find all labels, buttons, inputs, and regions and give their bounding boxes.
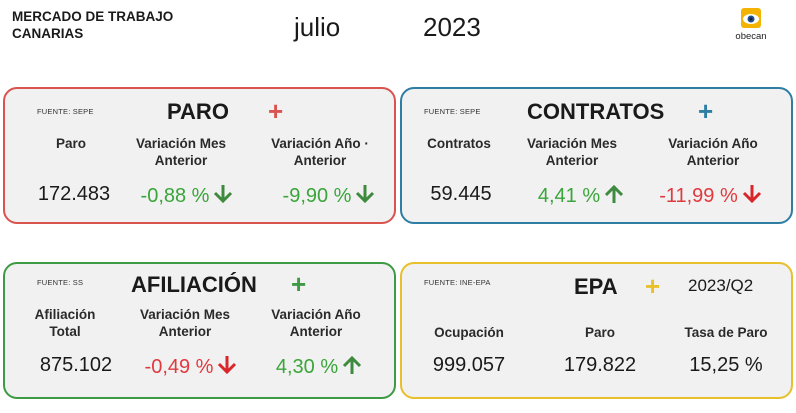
epa-paro-value: 179.822 — [563, 354, 637, 376]
contratos-value: 59.445 — [430, 183, 492, 205]
contratos-col3-label: Variación Año Anterior — [668, 136, 758, 168]
contratos-title: CONTRATOS — [527, 99, 665, 124]
epa-card: FUENTE: INE-EPA EPA + 2023/Q2 Ocupación … — [400, 262, 793, 399]
epa-col3-label: Tasa de Paro — [684, 325, 768, 340]
contratos-col2-label: Variación Mes Anterior — [526, 136, 618, 168]
obecan-logo[interactable]: obecan — [728, 8, 774, 48]
afiliacion-col1-label: Afiliación Total — [34, 307, 96, 339]
paro-card: FUENTE: SEPE PARO + Paro Variación Mes A… — [3, 87, 396, 224]
paro-value: 172.483 — [37, 183, 111, 205]
month-label: julio — [294, 12, 341, 42]
arrow-up-icon — [341, 354, 363, 382]
logo-text: obecan — [735, 31, 767, 42]
paro-source: FUENTE: SEPE — [37, 107, 94, 116]
epa-quarter: 2023/Q2 — [688, 276, 754, 295]
epa-tasa-value: 15,25 % — [689, 354, 763, 376]
logo-eye-icon — [741, 8, 761, 28]
contratos-card: FUENTE: SEPE CONTRATOS + Contratos Varia… — [400, 87, 793, 224]
paro-col1-label: Paro — [55, 136, 86, 151]
paro-col2-label: Variación Mes Anterior — [135, 136, 227, 168]
afiliacion-plus-button[interactable]: + — [291, 269, 307, 299]
afiliacion-source: FUENTE: SS — [37, 278, 84, 287]
afiliacion-title: AFILIACIÓN — [131, 272, 257, 297]
contratos-var-month-value: 4,41 % — [537, 185, 601, 207]
arrow-down-icon — [212, 183, 234, 211]
arrow-up-icon — [603, 183, 625, 211]
arrow-down-icon — [216, 354, 238, 382]
arrow-down-icon — [741, 183, 763, 211]
contratos-plus-button[interactable]: + — [698, 96, 714, 126]
paro-plus-button[interactable]: + — [268, 96, 284, 126]
afiliacion-col2-label: Variación Mes Anterior — [139, 307, 231, 339]
afiliacion-var-month: -0,49 % — [129, 354, 254, 382]
paro-col3-label: Variación Año · Anterior — [271, 136, 369, 168]
epa-source: FUENTE: INE-EPA — [424, 278, 491, 287]
epa-col2-label: Paro — [584, 325, 615, 340]
contratos-col1-label: Contratos — [427, 136, 491, 151]
epa-col1-label: Ocupación — [434, 325, 504, 340]
afiliacion-col3-label: Variación Año Anterior — [271, 307, 361, 339]
afiliacion-card: FUENTE: SS AFILIACIÓN + Afiliación Total… — [3, 262, 396, 399]
afiliacion-var-month-value: -0,49 % — [144, 356, 214, 378]
afiliacion-var-year: 4,30 % — [257, 354, 382, 382]
paro-var-year: -9,90 % — [267, 183, 392, 211]
contratos-var-month: 4,41 % — [524, 183, 639, 211]
arrow-down-icon — [354, 183, 376, 211]
afiliacion-var-year-value: 4,30 % — [275, 356, 339, 378]
epa-plus-button[interactable]: + — [645, 271, 661, 301]
epa-ocupacion-value: 999.057 — [432, 354, 506, 376]
contratos-source: FUENTE: SEPE — [424, 107, 481, 116]
paro-title: PARO — [167, 99, 229, 124]
paro-var-year-value: -9,90 % — [282, 185, 352, 207]
contratos-var-year-value: -11,99 % — [659, 185, 738, 207]
paro-var-month-value: -0,88 % — [140, 185, 210, 207]
year-label: 2023 — [423, 12, 481, 42]
afiliacion-value: 875.102 — [39, 354, 113, 376]
epa-title: EPA — [574, 274, 618, 299]
page-title: MERCADO DE TRABAJO CANARIAS — [12, 9, 174, 41]
contratos-var-year: -11,99 % — [646, 183, 776, 211]
paro-var-month: -0,88 % — [125, 183, 250, 211]
